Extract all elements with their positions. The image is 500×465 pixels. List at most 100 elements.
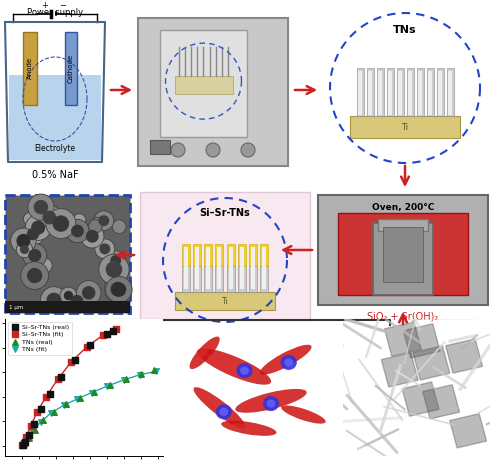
Bar: [366, 68, 374, 116]
Circle shape: [241, 143, 255, 157]
Circle shape: [76, 280, 101, 305]
Bar: [240, 247, 244, 289]
Si–Sr-TNs (fit): [18, 442, 26, 449]
Circle shape: [66, 219, 89, 243]
Circle shape: [53, 218, 66, 231]
Ellipse shape: [288, 409, 314, 419]
Circle shape: [60, 287, 77, 304]
Bar: [260, 266, 268, 292]
TNs (real): [20, 441, 28, 449]
Bar: [228, 247, 232, 289]
Text: TNs: TNs: [393, 25, 417, 35]
Circle shape: [110, 282, 125, 297]
TNs (fit): [74, 395, 82, 403]
Si–Sr-TNs (fit): [20, 440, 28, 447]
Circle shape: [71, 225, 84, 238]
Circle shape: [91, 217, 103, 229]
Polygon shape: [382, 353, 418, 387]
Text: Power supply: Power supply: [27, 8, 83, 17]
Si–Sr-TNs (fit): [112, 326, 120, 333]
Ellipse shape: [236, 389, 306, 413]
Bar: [216, 266, 224, 292]
Si–Sr-TNs (real): [20, 441, 28, 449]
Bar: [138, 18, 288, 166]
Ellipse shape: [281, 405, 326, 424]
Polygon shape: [404, 324, 440, 358]
Bar: [358, 71, 362, 115]
TNs (real): [122, 375, 130, 383]
Si–Sr-TNs (fit): [34, 408, 42, 415]
TNs (real): [40, 417, 48, 424]
Circle shape: [106, 251, 126, 270]
Text: 0.5% NaF: 0.5% NaF: [32, 170, 78, 180]
Si–Sr-TNs (real): [30, 420, 38, 428]
Bar: [408, 71, 412, 115]
Bar: [376, 68, 384, 116]
Circle shape: [171, 143, 185, 157]
Circle shape: [37, 205, 62, 230]
Bar: [338, 213, 468, 295]
Circle shape: [86, 293, 98, 305]
TNs (real): [22, 439, 30, 446]
Bar: [368, 71, 372, 115]
Bar: [184, 247, 188, 289]
Circle shape: [10, 228, 36, 253]
Si–Sr-TNs (fit): [42, 393, 50, 401]
Bar: [386, 68, 394, 116]
Bar: [206, 247, 210, 289]
Circle shape: [28, 249, 42, 262]
Ellipse shape: [260, 345, 312, 375]
TNs (real): [50, 408, 58, 415]
Circle shape: [82, 286, 96, 299]
TNs (fit): [120, 376, 128, 384]
Bar: [238, 244, 246, 266]
TNs (fit): [37, 418, 45, 425]
TNs (fit): [136, 371, 143, 379]
Bar: [182, 244, 190, 266]
Circle shape: [110, 255, 121, 266]
Circle shape: [20, 245, 29, 254]
Text: Oven, 200°C: Oven, 200°C: [372, 203, 434, 212]
TNs (fit): [103, 382, 111, 390]
Circle shape: [23, 244, 46, 267]
Circle shape: [206, 143, 220, 157]
Bar: [249, 244, 257, 266]
Circle shape: [112, 220, 126, 233]
Text: Ti: Ti: [402, 122, 408, 132]
TNs (fit): [88, 389, 96, 396]
Si–Sr-TNs (real): [37, 405, 45, 413]
Si–Sr-TNs (fit): [26, 423, 34, 430]
Bar: [226, 266, 234, 292]
Bar: [193, 244, 201, 266]
TNs (fit): [23, 435, 31, 443]
Bar: [251, 247, 255, 289]
Si–Sr-TNs (real): [109, 327, 117, 334]
Bar: [350, 116, 460, 138]
Bar: [218, 247, 222, 289]
Ellipse shape: [190, 337, 220, 369]
Bar: [5, 301, 130, 313]
Circle shape: [48, 213, 71, 236]
Circle shape: [40, 286, 67, 313]
TNs (fit): [20, 440, 28, 447]
Circle shape: [24, 213, 36, 226]
Bar: [140, 192, 310, 320]
Circle shape: [52, 215, 69, 232]
Bar: [418, 71, 422, 115]
Ellipse shape: [197, 348, 271, 385]
Si–Sr-TNs (fit): [68, 358, 76, 365]
TNs (real): [137, 370, 145, 378]
Circle shape: [80, 225, 104, 248]
Bar: [182, 266, 190, 292]
Bar: [446, 68, 454, 116]
Circle shape: [106, 276, 132, 303]
Bar: [193, 266, 201, 292]
Bar: [383, 227, 423, 282]
Circle shape: [284, 359, 293, 366]
TNs (real): [150, 367, 158, 374]
Circle shape: [70, 295, 84, 308]
Bar: [426, 68, 434, 116]
Text: 1 μm: 1 μm: [9, 305, 23, 310]
Bar: [249, 266, 257, 292]
Text: Anode: Anode: [27, 57, 33, 80]
